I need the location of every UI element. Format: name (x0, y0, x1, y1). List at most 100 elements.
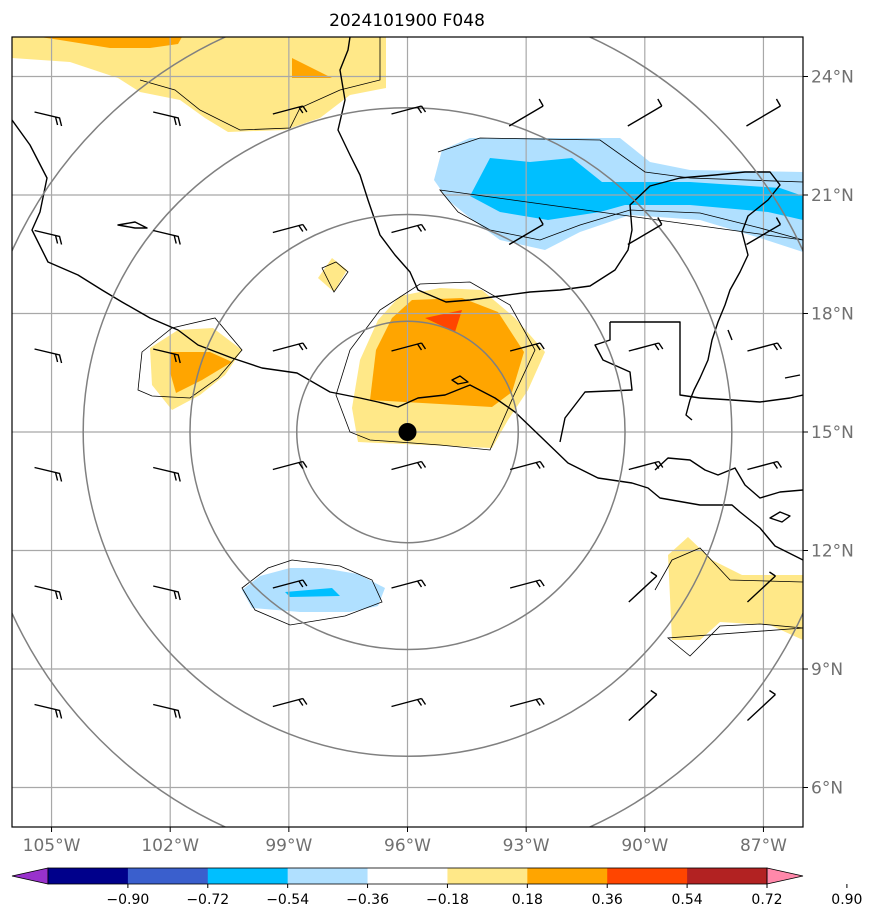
wind-barb (509, 460, 545, 471)
wind-barb (272, 460, 308, 471)
colorbar-tick-label: −0.90 (106, 892, 149, 908)
wind-barb (746, 571, 776, 603)
wind-barb (34, 111, 63, 127)
colorbar-tick-label: −0.36 (346, 892, 389, 908)
colorbar-extend-high (766, 867, 804, 885)
colorbar-segment (687, 868, 768, 884)
wind-barb (34, 585, 63, 601)
wind-barb (627, 98, 663, 127)
contour-line-north (139, 37, 381, 131)
lat-tick-label: 6°N (811, 779, 843, 799)
wind-barb (34, 703, 63, 719)
wind-barb (627, 217, 663, 246)
colorbar-segment (607, 868, 688, 884)
map-area (12, 37, 803, 827)
lon-tick-label: 87°W (740, 836, 787, 856)
positive-anomaly-west-core (170, 352, 232, 393)
colorbar-segment (207, 868, 289, 884)
wind-barb (508, 217, 544, 246)
central-america-inland (654, 457, 803, 499)
colorbar-tick-label: −0.72 (186, 892, 229, 908)
positive-anomaly-southeast (668, 537, 803, 640)
wind-barb (153, 348, 181, 364)
contour-line-south (241, 559, 383, 626)
wind-barb (628, 689, 658, 722)
colorbar-segment (127, 868, 209, 884)
colorbar: −0.90 −0.72 −0.54 −0.36 −0.18 0.18 0.36 0.54 0.7… (11, 867, 862, 908)
colorbar-tick-label: 0.36 (592, 892, 623, 908)
colorbar-tick-label: −0.18 (426, 892, 469, 908)
wind-barb (153, 111, 181, 127)
wind-barb (272, 223, 308, 234)
negative-anomaly-gulf-core (470, 158, 803, 220)
contour-line-gulf (437, 137, 803, 241)
wind-barb (509, 579, 545, 589)
wind-barb (509, 697, 545, 708)
lon-tick-label: 105°W (23, 836, 81, 856)
caribbean-coast (699, 394, 803, 403)
wind-barb (391, 342, 427, 352)
wind-barb (272, 105, 308, 115)
colorbar-tick-label: 0.18 (512, 892, 543, 908)
latitude-axis: 24°N 21°N 18°N 15°N 12°N 9°N 6°N (803, 68, 854, 799)
colorbar-tick-label: 0.72 (751, 892, 782, 908)
cozumel-island (727, 329, 733, 341)
positive-anomaly-north-core (40, 37, 182, 48)
wind-barb (508, 98, 544, 127)
wind-barb (34, 466, 63, 482)
contour-lines (137, 37, 803, 657)
range-ring (82, 106, 733, 758)
lat-tick-label: 18°N (811, 305, 854, 325)
island-small-4 (784, 374, 801, 379)
wind-barb (153, 703, 181, 719)
coastlines (12, 37, 803, 561)
colorbar-segment (287, 868, 369, 884)
island-small-1 (117, 221, 148, 229)
wind-barb (391, 223, 427, 234)
range-ring (189, 213, 626, 651)
range-rings (12, 37, 803, 827)
wind-barb (746, 98, 782, 127)
positive-anomaly-north-spot (292, 58, 332, 78)
lon-tick-label: 96°W (384, 836, 431, 856)
positive-anomaly-small-cell (318, 258, 347, 292)
colorbar-segment (367, 868, 448, 884)
wind-barb (34, 229, 63, 245)
contour-line-west (137, 317, 243, 399)
lat-tick-label: 21°N (811, 186, 854, 206)
island-small-2 (451, 375, 469, 385)
contour-line-southeast (654, 547, 803, 657)
wind-barb (272, 697, 308, 708)
wind-barb (391, 697, 427, 708)
colorbar-segment (447, 868, 528, 884)
pacific-coast-mexico (12, 119, 803, 561)
wind-barb (628, 460, 664, 471)
wind-barb (153, 229, 181, 245)
wind-barb (746, 689, 776, 722)
wind-barb (391, 105, 427, 115)
lat-tick-label: 9°N (811, 660, 843, 680)
lat-tick-label: 12°N (811, 542, 854, 562)
colorbar-segment (48, 868, 129, 884)
wind-barb (747, 342, 783, 352)
island-small-3 (769, 511, 791, 523)
lat-lon-gridlines (12, 37, 803, 827)
positive-anomaly-central-core (370, 298, 524, 407)
wind-barb (628, 571, 658, 603)
wind-barb (628, 342, 664, 352)
contour-line-small-cell (321, 261, 349, 293)
map-title: 2024101900 F048 (329, 11, 485, 31)
longitude-axis: 105°W 102°W 99°W 96°W 93°W 90°W 87°W (23, 827, 787, 856)
wind-barb (391, 579, 427, 589)
wind-barbs (34, 98, 783, 722)
colorbar-extend-low (11, 867, 49, 885)
lon-tick-label: 99°W (265, 836, 312, 856)
lat-tick-label: 15°N (811, 423, 854, 443)
positive-anomaly-central-peak (425, 310, 462, 332)
wind-barb (153, 585, 181, 601)
wind-barb (272, 342, 308, 352)
wind-barb (272, 579, 308, 589)
wind-barb (509, 342, 545, 352)
colorbar-tick-label: 0.90 (831, 892, 862, 908)
